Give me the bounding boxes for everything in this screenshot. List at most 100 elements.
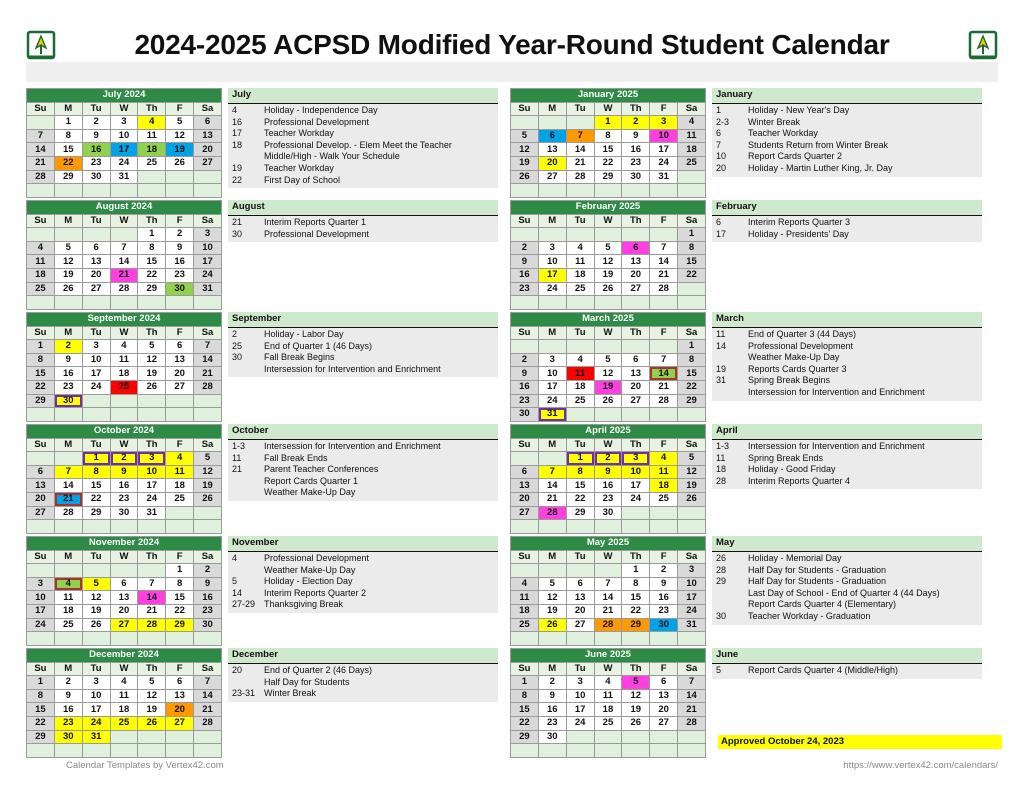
day-cell[interactable]: 28 [593,617,623,633]
day-cell[interactable]: 4 [109,339,139,354]
day-cell[interactable]: 7 [193,675,222,690]
day-cell[interactable]: 27 [109,617,139,633]
day-cell[interactable]: 3 [81,339,111,354]
day-cell[interactable]: 18 [109,702,139,717]
day-cell[interactable]: 14 [537,478,567,493]
day-cell[interactable]: 12 [193,464,222,480]
day-cell[interactable]: 4 [53,576,83,592]
day-cell[interactable]: 30 [537,729,567,745]
day-cell[interactable]: 23 [193,603,222,619]
day-cell[interactable]: 1 [510,675,539,690]
day-cell[interactable]: 8 [510,688,539,704]
day-cell[interactable]: 13 [565,590,595,605]
day-cell[interactable]: 9 [649,576,679,592]
day-cell[interactable]: 13 [26,478,55,493]
day-cell[interactable]: 17 [649,142,679,157]
day-cell[interactable]: 17 [565,702,595,717]
day-cell[interactable]: 1 [165,563,195,578]
day-cell[interactable]: 1 [593,115,623,130]
day-cell[interactable]: 23 [53,379,83,395]
day-cell[interactable]: 8 [53,128,83,144]
day-cell[interactable]: 11 [165,464,195,480]
day-cell[interactable]: 19 [137,366,167,381]
day-cell[interactable]: 19 [593,267,623,283]
day-cell[interactable]: 9 [53,352,83,368]
day-cell[interactable]: 23 [593,491,623,507]
day-cell[interactable]: 27 [537,169,567,185]
day-cell[interactable]: 1 [621,563,651,578]
day-cell[interactable]: 2 [193,563,222,578]
day-cell[interactable]: 21 [193,702,222,717]
day-cell[interactable]: 28 [26,169,55,185]
day-cell[interactable]: 22 [593,155,623,171]
day-cell[interactable]: 16 [593,478,623,493]
day-cell[interactable]: 30 [193,617,222,633]
day-cell[interactable]: 21 [649,267,679,283]
day-cell[interactable]: 31 [109,169,139,185]
day-cell[interactable]: 30 [53,729,83,745]
day-cell[interactable]: 25 [565,393,595,409]
day-cell[interactable]: 1 [26,675,55,690]
day-cell[interactable]: 22 [53,155,83,171]
day-cell[interactable]: 11 [26,254,55,269]
day-cell[interactable]: 6 [165,339,195,354]
day-cell[interactable]: 15 [53,142,83,157]
day-cell[interactable]: 14 [109,254,139,269]
day-cell[interactable]: 12 [137,352,167,368]
day-cell[interactable]: 11 [565,366,595,381]
day-cell[interactable]: 2 [165,227,195,242]
day-cell[interactable]: 18 [565,267,595,283]
day-cell[interactable]: 11 [565,254,595,269]
day-cell[interactable]: 23 [649,603,679,619]
day-cell[interactable]: 14 [26,142,55,157]
day-cell[interactable]: 24 [81,715,111,731]
day-cell[interactable]: 8 [593,128,623,144]
day-cell[interactable]: 24 [81,379,111,395]
day-cell[interactable]: 24 [537,281,567,297]
day-cell[interactable]: 28 [565,169,595,185]
day-cell[interactable]: 30 [53,393,83,409]
day-cell[interactable]: 10 [137,464,167,480]
day-cell[interactable]: 6 [109,576,139,592]
day-cell[interactable]: 6 [26,464,55,480]
day-cell[interactable]: 25 [649,491,679,507]
day-cell[interactable]: 18 [510,603,539,619]
day-cell[interactable]: 14 [677,688,706,704]
day-cell[interactable]: 5 [137,339,167,354]
day-cell[interactable]: 16 [53,366,83,381]
day-cell[interactable]: 16 [81,142,111,157]
day-cell[interactable]: 8 [26,688,55,704]
day-cell[interactable]: 28 [193,715,222,731]
day-cell[interactable]: 7 [109,240,139,256]
day-cell[interactable]: 18 [53,603,83,619]
day-cell[interactable]: 5 [81,576,111,592]
day-cell[interactable]: 23 [537,715,567,731]
day-cell[interactable]: 26 [621,715,651,731]
day-cell[interactable]: 3 [137,451,167,466]
day-cell[interactable]: 22 [565,491,595,507]
day-cell[interactable]: 12 [510,142,539,157]
day-cell[interactable]: 15 [510,702,539,717]
day-cell[interactable]: 17 [81,702,111,717]
day-cell[interactable]: 26 [593,281,623,297]
day-cell[interactable]: 24 [565,715,595,731]
day-cell[interactable]: 18 [165,478,195,493]
day-cell[interactable]: 15 [165,590,195,605]
day-cell[interactable]: 4 [593,675,623,690]
day-cell[interactable]: 2 [621,115,651,130]
day-cell[interactable]: 19 [165,142,195,157]
day-cell[interactable]: 31 [193,281,222,297]
day-cell[interactable]: 24 [26,617,55,633]
day-cell[interactable]: 17 [26,603,55,619]
day-cell[interactable]: 12 [677,464,706,480]
day-cell[interactable]: 22 [677,379,706,395]
day-cell[interactable]: 21 [565,155,595,171]
day-cell[interactable]: 25 [165,491,195,507]
day-cell[interactable]: 7 [26,128,55,144]
day-cell[interactable]: 11 [677,128,706,144]
day-cell[interactable]: 1 [677,227,706,242]
day-cell[interactable]: 26 [137,379,167,395]
day-cell[interactable]: 10 [193,240,222,256]
day-cell[interactable]: 30 [510,407,539,422]
day-cell[interactable]: 13 [165,352,195,368]
